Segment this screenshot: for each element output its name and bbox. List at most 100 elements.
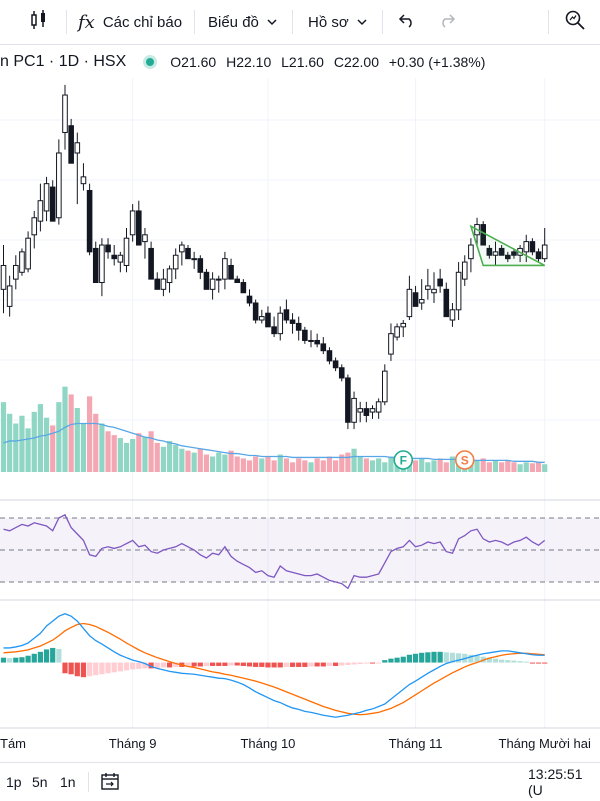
candle-body — [99, 244, 105, 284]
volume-bar — [246, 460, 253, 472]
toolbar-divider — [88, 772, 89, 792]
macd-histogram-bar — [19, 657, 25, 663]
candle-body — [19, 251, 25, 273]
redo-icon — [438, 11, 456, 33]
profile-menu[interactable]: Hồ sơ — [308, 0, 367, 44]
volume-bar — [468, 462, 474, 472]
volume-bar — [535, 462, 542, 472]
bar-chart-type-button[interactable] — [28, 0, 50, 44]
search-icon — [564, 9, 586, 35]
volume-bar — [160, 446, 166, 472]
volume-bar — [412, 460, 419, 472]
macd-histogram-bar — [443, 652, 449, 663]
macd-histogram-bar — [99, 662, 105, 675]
candle-body — [363, 408, 370, 416]
interval-label: 5n — [32, 774, 48, 790]
volume-bar — [203, 454, 210, 472]
macd-histogram-bar — [480, 656, 486, 663]
volume-bar — [289, 462, 296, 472]
interval-1n-button[interactable]: 1n — [60, 763, 76, 801]
toolbar-divider — [194, 10, 195, 34]
date-range-button[interactable] — [100, 763, 120, 801]
volume-bar — [105, 431, 111, 472]
volume-bar — [74, 407, 80, 472]
chevron-down-icon — [357, 14, 367, 31]
macd-histogram-bar — [111, 662, 117, 673]
macd-histogram-bar — [253, 662, 259, 667]
triangle-pattern-drawing — [469, 224, 546, 267]
candle-body — [62, 94, 68, 134]
candle-body — [228, 264, 234, 280]
macd-histogram-bar — [289, 662, 296, 667]
event-marker-s — [454, 450, 475, 470]
volume-bar — [443, 462, 449, 472]
macd-histogram-bar — [419, 652, 425, 663]
symbol-title[interactable]: n PC1 · 1D · HSX — [0, 53, 127, 70]
macd-histogram-bar — [351, 662, 357, 665]
candle-body — [129, 210, 136, 236]
undo-button[interactable] — [398, 0, 416, 44]
volume-bar — [394, 460, 400, 472]
volume-bar — [271, 460, 277, 472]
volume-bar — [326, 456, 333, 472]
candle-body — [191, 258, 197, 261]
volume-bar — [56, 402, 62, 472]
macd-histogram-bar — [277, 662, 283, 668]
macd-histogram-bar — [511, 660, 517, 663]
macd-histogram-bar — [74, 662, 80, 677]
redo-button[interactable] — [438, 0, 456, 44]
macd-histogram-bar — [228, 662, 234, 666]
indicators-button[interactable]: fx Các chỉ báo — [78, 0, 182, 44]
candle-body — [74, 142, 81, 154]
candle-body — [215, 278, 222, 281]
candle-body — [37, 200, 44, 222]
volume-bar — [25, 428, 31, 472]
volume-bar — [480, 458, 486, 472]
volume-bar — [523, 462, 529, 472]
calendar-icon — [100, 771, 120, 794]
volume-bar — [492, 460, 499, 472]
volume-bar — [419, 458, 425, 472]
rsi-pane — [0, 513, 600, 590]
volume-bar — [136, 433, 142, 472]
grid-lines — [0, 78, 600, 728]
interval-5n-button[interactable]: 5n — [32, 763, 48, 801]
interval-label: 1n — [60, 774, 76, 790]
candle-body — [271, 326, 277, 335]
volume-bar — [345, 452, 351, 472]
volume-bar — [43, 417, 50, 472]
candle-body — [302, 329, 308, 341]
volume-bar — [0, 402, 7, 472]
chart-type-menu[interactable]: Biểu đồ — [208, 0, 277, 44]
candle-body — [437, 278, 443, 287]
toolbar-divider — [66, 10, 67, 34]
candle-body — [523, 241, 530, 253]
interval-1p-button[interactable]: 1p — [6, 763, 22, 801]
macd-histogram-bar — [296, 662, 302, 667]
macd-histogram-bar — [388, 658, 394, 663]
clock-display[interactable]: 13:25:51 (U — [528, 763, 600, 801]
volume-bar — [363, 458, 369, 472]
volume-bar — [542, 464, 548, 472]
symbol-legend[interactable]: n PC1 · 1D · HSX O21.60 H22.10 L21.60 C2… — [0, 50, 491, 74]
volume-bar — [505, 460, 511, 472]
volume-bar — [173, 444, 179, 472]
candle-body — [92, 247, 99, 284]
volume-bar — [486, 462, 492, 472]
candle-body — [443, 288, 450, 318]
macd-histogram-bar — [271, 662, 277, 668]
candle-body — [148, 247, 154, 280]
quick-search-button[interactable] — [564, 0, 586, 44]
volume-bar — [179, 448, 185, 472]
volume-bar — [166, 440, 173, 472]
volume-bar — [62, 386, 68, 472]
macd-histogram-bar — [117, 662, 123, 672]
macd-histogram-bar — [486, 657, 492, 663]
macd-histogram-bar — [50, 647, 56, 663]
volume-bar — [216, 452, 222, 472]
candle-body — [474, 224, 480, 236]
volume-bar — [222, 454, 228, 472]
candle-body — [13, 264, 19, 280]
volume-bar — [369, 460, 376, 472]
